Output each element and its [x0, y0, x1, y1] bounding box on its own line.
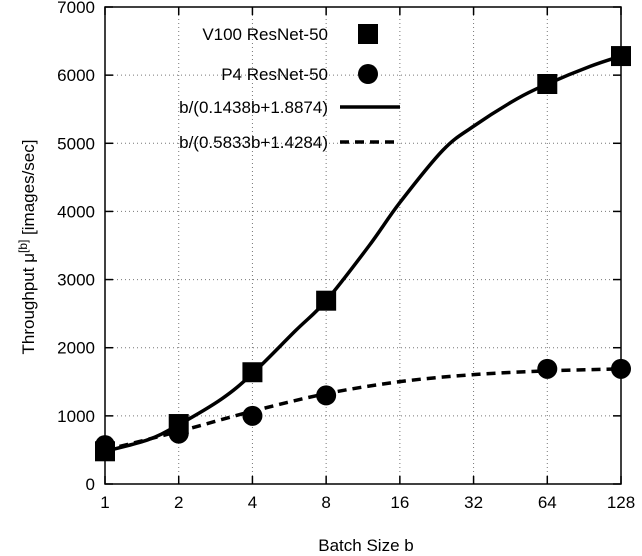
y-tick-label: 4000 [57, 202, 95, 221]
y-tick-label: 7000 [57, 0, 95, 17]
y-axis-label-superscript: [b] [16, 240, 30, 253]
x-tick-label: 8 [321, 493, 330, 512]
legend-label: b/(0.5833b+1.4284) [179, 133, 328, 152]
v100-square-marker [242, 362, 263, 383]
x-tick-label: 32 [464, 493, 483, 512]
y-tick-label: 5000 [57, 134, 95, 153]
legend: V100 ResNet-50 P4 ResNet-50 b/(0.1438b+1.8… [179, 24, 400, 152]
plot-frame [104, 6, 622, 485]
y-tick-label: 0 [86, 475, 95, 494]
p4-circle-marker [168, 423, 189, 444]
v100-square-marker [316, 290, 337, 311]
y-tick-label: 3000 [57, 271, 95, 290]
p4-circle-marker [242, 405, 263, 426]
y-tick-label: 1000 [57, 407, 95, 426]
legend-square-marker [358, 24, 378, 44]
x-tick-label: 4 [248, 493, 257, 512]
legend-label: P4 ResNet-50 [221, 65, 328, 84]
x-tick-label: 1 [100, 493, 109, 512]
x-axis-label: Batch Size b [318, 536, 413, 555]
p4-circle-marker [537, 358, 558, 379]
axis-ticks: 1 2 4 8 16 32 64 128 0 1000 2000 3000 4000 5000 6000 70… [57, 0, 635, 512]
legend-label: V100 ResNet-50 [202, 25, 328, 44]
y-tick-label: 6000 [57, 66, 95, 85]
x-tick-label: 64 [538, 493, 557, 512]
y-tick-label: 2000 [57, 339, 95, 358]
legend-circle-marker [358, 64, 378, 84]
y-axis-label-prefix: Throughput μ [19, 253, 38, 354]
y-axis-label: Throughput μ[b] [images/sec] [16, 140, 38, 355]
x-tick-label: 2 [174, 493, 183, 512]
fit-curve-solid [104, 54, 622, 453]
legend-label: b/(0.1438b+1.8874) [179, 98, 328, 117]
y-axis-label-suffix: [images/sec] [19, 140, 38, 240]
x-tick-label: 128 [607, 493, 635, 512]
p4-circle-marker [316, 385, 337, 406]
v100-square-marker [537, 74, 558, 95]
x-tick-label: 16 [390, 493, 409, 512]
